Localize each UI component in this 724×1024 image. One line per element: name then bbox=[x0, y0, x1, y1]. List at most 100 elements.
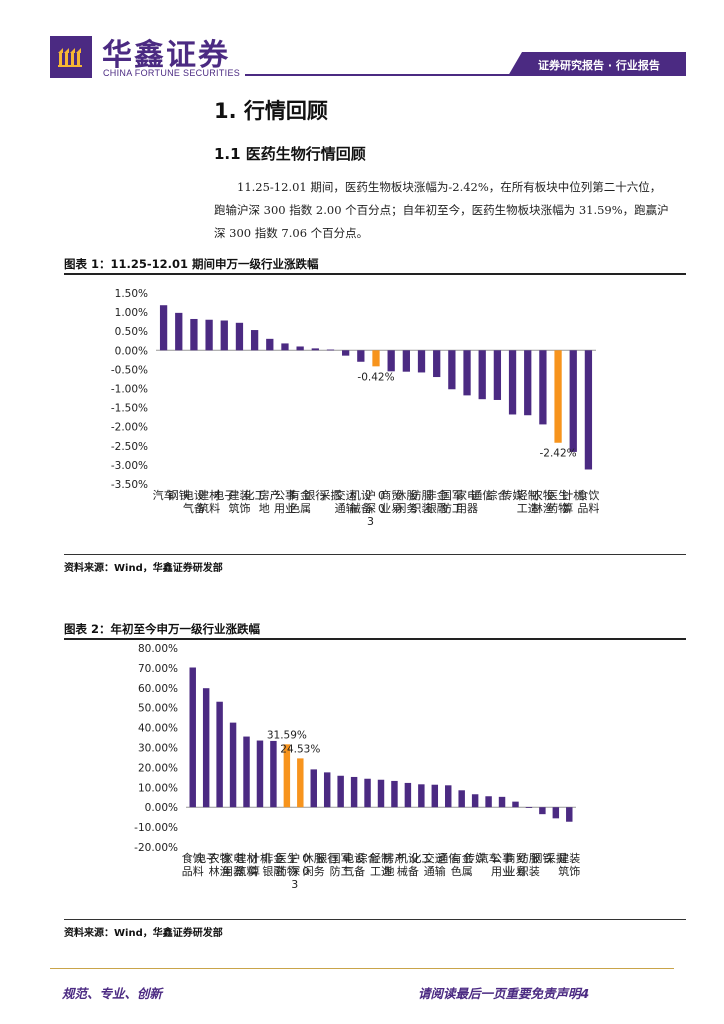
figure-2-chart: 80.00% 70.00% 60.00% 50.00% 40.00% 30.00% 20.0… bbox=[64, 641, 686, 917]
svg-text:装: 装 bbox=[422, 502, 433, 515]
svg-text:服: 服 bbox=[422, 489, 433, 502]
svg-text:物: 物 bbox=[558, 501, 569, 515]
bar-建筑装饰 bbox=[235, 322, 244, 351]
bar-农林牧渔 bbox=[539, 350, 547, 425]
svg-text:国: 国 bbox=[330, 852, 341, 865]
section-title: 1. 行情回顾 bbox=[214, 99, 328, 123]
bar-有色金属 bbox=[296, 346, 304, 351]
svg-text:生: 生 bbox=[558, 488, 569, 502]
svg-text:机: 机 bbox=[573, 488, 584, 502]
svg-text:地: 地 bbox=[259, 502, 270, 515]
bar-家用电器 bbox=[463, 350, 471, 396]
svg-text:备: 备 bbox=[194, 501, 205, 515]
svg-text:金: 金 bbox=[273, 851, 284, 865]
y-tick-label: 0.50% bbox=[115, 326, 148, 338]
svg-text:饮: 饮 bbox=[193, 852, 204, 865]
svg-text:3: 3 bbox=[367, 515, 374, 528]
bar-电子 bbox=[220, 320, 228, 351]
figure-2-bottom-rule bbox=[64, 919, 686, 920]
svg-text:算: 算 bbox=[562, 501, 573, 515]
svg-text:物: 物 bbox=[287, 864, 298, 878]
svg-text:务: 务 bbox=[406, 502, 417, 515]
svg-text:金: 金 bbox=[300, 488, 311, 502]
bar-轻工制造 bbox=[377, 779, 385, 808]
svg-text:品: 品 bbox=[577, 502, 588, 515]
data-label-沪深300: -0.42% bbox=[357, 371, 394, 383]
svg-text:采: 采 bbox=[545, 852, 556, 865]
x-tick-label: 钢铁 bbox=[168, 489, 190, 502]
bar-食品饮料 bbox=[584, 350, 593, 470]
svg-text:品: 品 bbox=[182, 865, 193, 878]
svg-text:色: 色 bbox=[289, 501, 300, 515]
svg-text:材: 材 bbox=[209, 488, 220, 502]
svg-text:子: 子 bbox=[224, 489, 235, 502]
svg-text:料: 料 bbox=[209, 501, 220, 515]
svg-text:化: 化 bbox=[410, 851, 421, 865]
svg-text:电: 电 bbox=[233, 852, 244, 865]
svg-text:通: 通 bbox=[471, 489, 482, 502]
svg-text:房: 房 bbox=[259, 489, 270, 502]
svg-text:交: 交 bbox=[424, 851, 435, 865]
y-tick-label: -20.00% bbox=[134, 842, 178, 854]
x-tick-label: 银行 bbox=[304, 488, 326, 502]
svg-text:制: 制 bbox=[381, 852, 392, 865]
bar-综合 bbox=[493, 350, 502, 400]
svg-text:料: 料 bbox=[193, 864, 204, 878]
bar-公用事业 bbox=[281, 343, 289, 351]
svg-text:工: 工 bbox=[452, 502, 463, 515]
data-label-医药生物: 31.59% bbox=[267, 729, 307, 741]
header-divider bbox=[245, 74, 675, 76]
svg-text:造: 造 bbox=[528, 501, 539, 515]
svg-text:造: 造 bbox=[381, 864, 392, 878]
x-tick-label: 房地产 bbox=[383, 851, 405, 878]
subsection-title: 1.1 医药生物行情回顾 bbox=[214, 145, 366, 163]
svg-text:掘: 掘 bbox=[330, 488, 341, 502]
svg-text:工: 工 bbox=[421, 852, 432, 865]
bar-汽车 bbox=[485, 796, 492, 808]
svg-text:贸: 贸 bbox=[515, 852, 526, 865]
page-number: 4 bbox=[580, 986, 590, 1001]
x-tick-label: 计算机 bbox=[249, 851, 271, 878]
svg-text:设: 设 bbox=[408, 852, 419, 865]
svg-text:算: 算 bbox=[249, 864, 260, 878]
svg-text:银: 银 bbox=[426, 501, 437, 515]
y-tick-label: 0.00% bbox=[145, 802, 178, 814]
svg-text:军: 军 bbox=[341, 852, 352, 865]
figure-2-top-rule bbox=[64, 638, 686, 640]
svg-text:轻: 轻 bbox=[370, 851, 381, 865]
svg-text:料: 料 bbox=[247, 864, 258, 878]
bar-钢铁 bbox=[539, 807, 546, 815]
bar-化工 bbox=[418, 784, 425, 808]
svg-text:用: 用 bbox=[491, 865, 502, 878]
svg-text:建: 建 bbox=[198, 488, 209, 502]
svg-text:气: 气 bbox=[343, 864, 354, 878]
bar-房地产 bbox=[266, 338, 274, 351]
svg-text:事: 事 bbox=[285, 489, 296, 502]
svg-text:子: 子 bbox=[206, 852, 217, 865]
y-tick-label: 70.00% bbox=[138, 663, 178, 675]
svg-text:用: 用 bbox=[222, 865, 233, 878]
report-type-label: 证券研究报告 · 行业报告 bbox=[538, 59, 660, 72]
bar-家用电器 bbox=[229, 722, 237, 808]
footer-divider bbox=[50, 968, 674, 969]
bar-采掘 bbox=[326, 349, 335, 351]
svg-text:运: 运 bbox=[346, 489, 357, 502]
svg-text:0: 0 bbox=[378, 502, 385, 515]
svg-text:工: 工 bbox=[517, 502, 528, 515]
svg-text:筑: 筑 bbox=[228, 501, 239, 515]
bar-沪深300 bbox=[297, 758, 304, 808]
figure-1-top-rule bbox=[64, 273, 686, 275]
bar-轻工制造 bbox=[524, 350, 532, 416]
svg-text:设: 设 bbox=[361, 489, 372, 502]
chart-1-svg: 1.50% 1.00% 0.50% 0.00% -0.50% -1.00% -1.50% -2… bbox=[111, 288, 600, 528]
